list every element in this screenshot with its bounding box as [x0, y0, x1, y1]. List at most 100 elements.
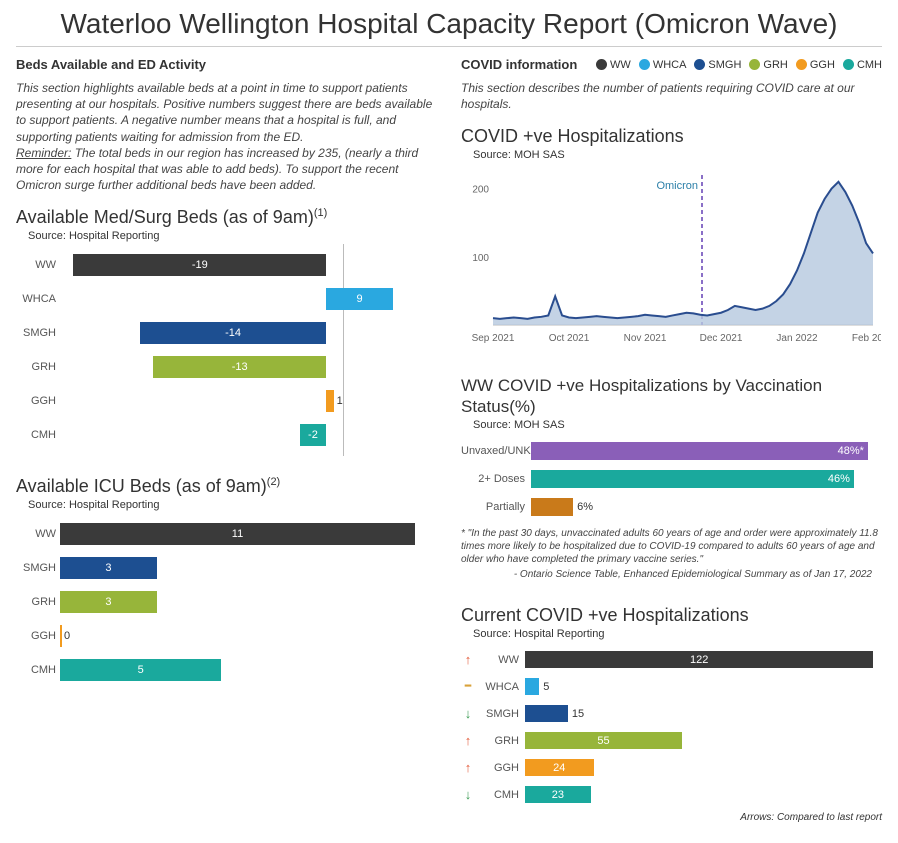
bar: [531, 498, 573, 516]
vax-row-unvaxed-unk: Unvaxed/UNK 48%*: [461, 437, 882, 465]
current-row-grh: ↑GRH55: [461, 727, 882, 754]
left-intro: This section highlights available beds a…: [16, 80, 437, 193]
bar-value: 122: [690, 654, 708, 666]
current-source: Source: Hospital Reporting: [473, 628, 882, 640]
bar-label: GGH: [16, 395, 56, 407]
vax-title: WW COVID +ve Hospitalizations by Vaccina…: [461, 376, 882, 417]
right-column: COVID information WWWHCASMGHGRHGGHCMH Th…: [461, 57, 882, 827]
bar-label: SMGH: [16, 562, 56, 574]
bar-label: GGH: [16, 630, 56, 642]
icu-bars: WW11SMGH3GRH3GGH0CMH5: [16, 517, 437, 687]
bar-track: 1: [60, 384, 437, 418]
bar-label: Partially: [461, 501, 531, 513]
bar-track: 9: [60, 282, 437, 316]
bar-label: WW: [16, 259, 56, 271]
svg-text:Dec 2021: Dec 2021: [700, 333, 743, 344]
current-row-cmh: ↓CMH23: [461, 781, 882, 808]
legend-item-ggh: GGH: [796, 59, 835, 71]
bar-value: -13: [232, 361, 248, 373]
legend-item-smgh: SMGH: [694, 59, 741, 71]
current-row-ggh: ↑GGH24: [461, 754, 882, 781]
right-header-text: COVID information: [461, 57, 577, 72]
legend-label: GGH: [810, 59, 835, 71]
current-row-smgh: ↓SMGH15: [461, 700, 882, 727]
bar-value: -19: [192, 259, 208, 271]
bar-value: 1: [337, 395, 343, 407]
icu-chart: Available ICU Beds (as of 9am)(2) Source…: [16, 476, 437, 687]
bar-value: -2: [308, 429, 318, 441]
left-intro-p2: The total beds in our region has increas…: [16, 146, 418, 192]
legend-dot-icon: [596, 59, 607, 70]
medsurg-sup: (1): [314, 207, 327, 219]
bar-value: 55: [597, 735, 609, 747]
bar-value: 0: [64, 630, 70, 642]
bar-label: Unvaxed/UNK: [461, 445, 531, 457]
bar-track: 46%: [531, 470, 882, 488]
right-intro: This section describes the number of pat…: [461, 80, 882, 112]
bar-track: -2: [60, 418, 437, 452]
bar-track: -13: [60, 350, 437, 384]
bar-label: WHCA: [16, 293, 56, 305]
current-bars: ↑WW122━WHCA5↓SMGH15↑GRH55↑GGH24↓CMH23: [461, 646, 882, 808]
svg-text:Oct 2021: Oct 2021: [549, 333, 590, 344]
bar-value: 3: [105, 562, 111, 574]
icu-row-ggh: GGH0: [60, 619, 437, 653]
trend-arrow-icon: ↓: [461, 787, 475, 802]
svg-text:Jan 2022: Jan 2022: [776, 333, 818, 344]
medsurg-row-ww: WW-19: [60, 248, 437, 282]
svg-text:Omicron: Omicron: [656, 180, 698, 192]
trend-arrow-icon: ━: [461, 681, 475, 692]
svg-text:Nov 2021: Nov 2021: [624, 333, 667, 344]
trend-arrow-icon: ↑: [461, 652, 475, 667]
legend-dot-icon: [639, 59, 650, 70]
bar-value: 9: [356, 293, 362, 305]
legend-dot-icon: [843, 59, 854, 70]
bar-value: -14: [225, 327, 241, 339]
legend-item-whca: WHCA: [639, 59, 687, 71]
legend-dot-icon: [796, 59, 807, 70]
medsurg-title-text: Available Med/Surg Beds (as of 9am): [16, 207, 314, 227]
bar-label: GGH: [481, 762, 519, 774]
bar-label: WW: [16, 528, 56, 540]
icu-title-text: Available ICU Beds (as of 9am): [16, 476, 267, 496]
icu-sup: (2): [267, 476, 280, 488]
current-row-ww: ↑WW122: [461, 646, 882, 673]
bar-track: 3: [60, 551, 437, 585]
legend-label: WHCA: [653, 59, 687, 71]
vax-source: Source: MOH SAS: [473, 419, 882, 431]
current-row-whca: ━WHCA5: [461, 673, 882, 700]
bar-value: 11: [232, 528, 243, 540]
medsurg-source: Source: Hospital Reporting: [28, 230, 437, 242]
hosp-svg: 100200Sep 2021Oct 2021Nov 2021Dec 2021Ja…: [461, 167, 881, 347]
hosp-source: Source: MOH SAS: [473, 149, 882, 161]
bar-track: 24: [525, 759, 882, 776]
icu-row-grh: GRH3: [60, 585, 437, 619]
svg-text:Sep 2021: Sep 2021: [472, 333, 515, 344]
bar-value: 24: [553, 762, 565, 774]
bar-label: 2+ Doses: [461, 473, 531, 485]
bar-value: 48%*: [838, 445, 864, 457]
bar-value: 5: [138, 664, 144, 676]
left-intro-p1: This section highlights available beds a…: [16, 81, 432, 144]
icu-row-cmh: CMH5: [60, 653, 437, 687]
medsurg-row-smgh: SMGH-14: [60, 316, 437, 350]
svg-text:200: 200: [472, 185, 489, 196]
bar-value: 15: [572, 708, 584, 720]
bar-track: 15: [525, 705, 882, 722]
legend-label: GRH: [763, 59, 787, 71]
bar: [525, 705, 568, 722]
hosp-title: COVID +ve Hospitalizations: [461, 126, 882, 147]
current-title: Current COVID +ve Hospitalizations: [461, 605, 882, 626]
legend-dot-icon: [749, 59, 760, 70]
bar-label: GRH: [16, 361, 56, 373]
hosp-line-chart: COVID +ve Hospitalizations Source: MOH S…: [461, 126, 882, 352]
bar-label: SMGH: [16, 327, 56, 339]
legend-item-grh: GRH: [749, 59, 787, 71]
bar: 48%*: [531, 442, 868, 460]
vax-footnote-attr: - Ontario Science Table, Enhanced Epidem…: [461, 568, 882, 581]
trend-arrow-icon: ↑: [461, 733, 475, 748]
bar-label: CMH: [481, 789, 519, 801]
bar-label: CMH: [16, 664, 56, 676]
page-title: Waterloo Wellington Hospital Capacity Re…: [16, 8, 882, 40]
bar-track: 5: [525, 678, 882, 695]
